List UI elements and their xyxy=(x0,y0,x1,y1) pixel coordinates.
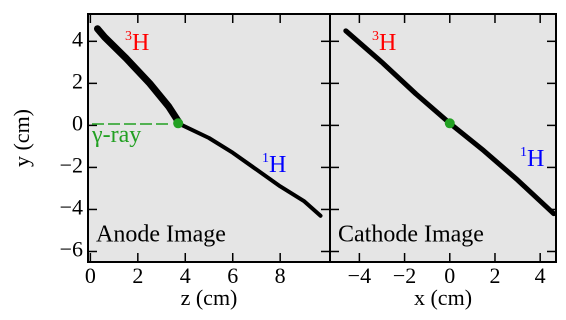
annotation-text: γ-ray xyxy=(91,122,141,148)
x-tick-label: 4 xyxy=(535,263,546,288)
y-axis-label: y (cm) xyxy=(9,109,34,167)
x-tick-label: 8 xyxy=(275,263,286,288)
x-tick-label: 0 xyxy=(85,263,96,288)
vertex-point xyxy=(173,118,183,128)
annotation-text: H xyxy=(132,30,149,56)
x-tick-label: −4 xyxy=(348,263,371,288)
annotation-superscript: 1 xyxy=(262,151,269,166)
x-tick-label: 2 xyxy=(132,263,143,288)
x-axis-label: x (cm) xyxy=(414,285,472,310)
annotation-text: H xyxy=(379,30,396,56)
x-axis-label: z (cm) xyxy=(181,285,238,310)
panel-label: Anode Image xyxy=(96,222,226,248)
annotation-superscript: 1 xyxy=(520,145,527,160)
annotation-text: H xyxy=(527,146,544,172)
y-tick-label: 4 xyxy=(72,26,83,51)
annotation-superscript: 3 xyxy=(372,29,379,44)
x-tick-label: −2 xyxy=(393,263,416,288)
annotation-superscript: 3 xyxy=(125,29,132,44)
y-tick-label: −6 xyxy=(60,237,83,262)
y-tick-label: 0 xyxy=(72,110,83,135)
y-tick-label: −2 xyxy=(60,152,83,177)
annotation: γ-ray xyxy=(91,122,141,148)
panel-label: Cathode Image xyxy=(338,222,484,248)
y-tick-label: 2 xyxy=(72,68,83,93)
y-tick-label: −4 xyxy=(60,195,83,220)
x-tick-label: 2 xyxy=(489,263,500,288)
annotation-text: H xyxy=(269,152,286,178)
vertex-point xyxy=(445,118,455,128)
chart: 02468−6−4−2024z (cm)y (cm)Anode Image3H1… xyxy=(0,0,566,320)
